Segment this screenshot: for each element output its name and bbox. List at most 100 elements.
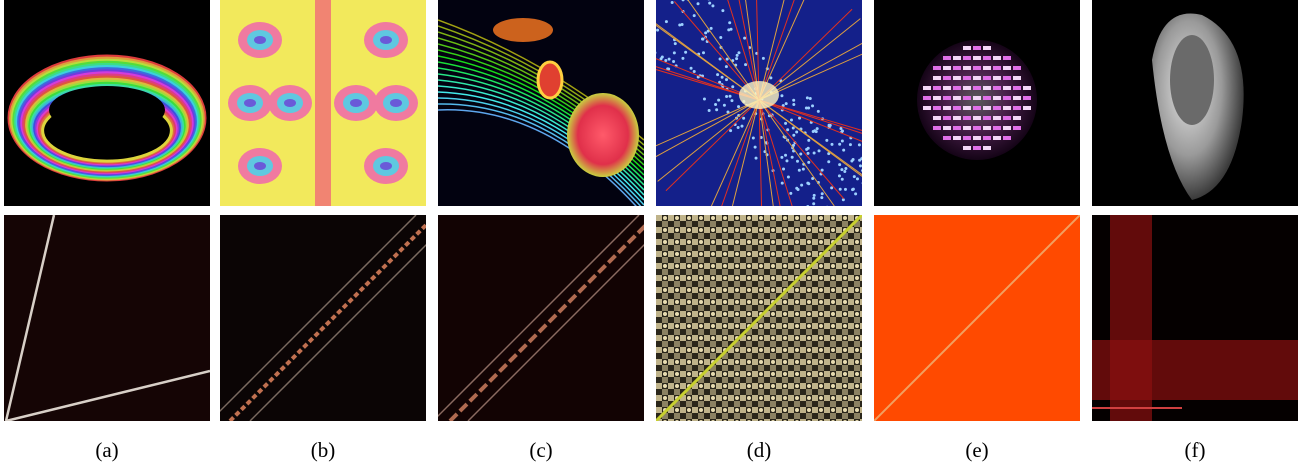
spike [1023, 86, 1031, 90]
particle [782, 167, 785, 170]
blob [567, 93, 639, 177]
spike [953, 56, 961, 60]
spike [963, 126, 971, 130]
spike [973, 46, 981, 50]
spike [973, 136, 981, 140]
spike [983, 126, 991, 130]
spike [973, 126, 981, 130]
particle [811, 104, 814, 107]
particle [789, 192, 792, 195]
bottom-image [656, 215, 862, 421]
particle [703, 97, 706, 100]
particle [807, 152, 810, 155]
spike [1003, 86, 1011, 90]
particle [818, 149, 821, 152]
particle [674, 42, 677, 45]
particle [708, 2, 711, 5]
particle [785, 159, 788, 162]
spike [1003, 66, 1011, 70]
spike [993, 76, 1001, 80]
spike [963, 46, 971, 50]
spike [1023, 106, 1031, 110]
particle [780, 156, 783, 159]
shell-opening [1170, 35, 1214, 125]
particle [726, 58, 729, 61]
particle [721, 76, 724, 79]
particle [858, 143, 861, 146]
particle [755, 157, 758, 160]
particle [826, 206, 829, 209]
panel-caption: (c) [529, 438, 552, 462]
particle [806, 182, 809, 185]
particle [701, 37, 704, 40]
torus-hole [49, 86, 165, 134]
particle [697, 2, 700, 5]
spike [1003, 76, 1011, 80]
particle [871, 179, 874, 182]
particle [693, 70, 696, 73]
particle [792, 99, 795, 102]
particle [806, 96, 809, 99]
contour [244, 99, 256, 107]
spike [993, 106, 1001, 110]
spike [993, 96, 1001, 100]
particle [854, 192, 857, 195]
particle [812, 197, 815, 200]
particle [730, 99, 733, 102]
spike [973, 56, 981, 60]
spike [973, 66, 981, 70]
particle [843, 170, 846, 173]
spike [1013, 76, 1021, 80]
particle [821, 169, 824, 172]
particle [792, 103, 795, 106]
spike [1003, 116, 1011, 120]
contour [390, 99, 402, 107]
spike [983, 106, 991, 110]
spike [953, 96, 961, 100]
particle [784, 122, 787, 125]
particle [729, 95, 732, 98]
spike [983, 86, 991, 90]
particle [715, 108, 718, 111]
spike [953, 116, 961, 120]
spike [983, 146, 991, 150]
particle [693, 14, 696, 17]
particle [841, 140, 844, 143]
particle [737, 105, 740, 108]
spike [1003, 106, 1011, 110]
spike [963, 76, 971, 80]
particle [678, 24, 681, 27]
particle [792, 126, 795, 129]
spike [933, 126, 941, 130]
particle [791, 156, 794, 159]
particle [852, 158, 855, 161]
particle [671, 1, 674, 4]
bottom-image [1092, 215, 1298, 421]
particle [656, 29, 659, 32]
panel-caption: (e) [965, 438, 988, 462]
spike [983, 56, 991, 60]
particle [744, 63, 747, 66]
particle [711, 4, 714, 7]
particle [817, 110, 820, 113]
spike [983, 116, 991, 120]
particle [785, 102, 788, 105]
spike [1013, 66, 1021, 70]
particle [796, 160, 799, 163]
particle [719, 58, 722, 61]
particle [702, 51, 705, 54]
top-image [220, 0, 426, 206]
spike [943, 136, 951, 140]
particle [861, 156, 864, 159]
spike [943, 86, 951, 90]
band [1092, 340, 1298, 400]
particle [838, 143, 841, 146]
particle [812, 202, 815, 205]
bottom-image [874, 215, 1080, 421]
figure: (a)(b)(c)(d)(e)(f) [0, 0, 1302, 465]
contour [254, 162, 266, 170]
spike [943, 66, 951, 70]
spike [933, 66, 941, 70]
particle [868, 178, 871, 181]
background [438, 215, 644, 421]
